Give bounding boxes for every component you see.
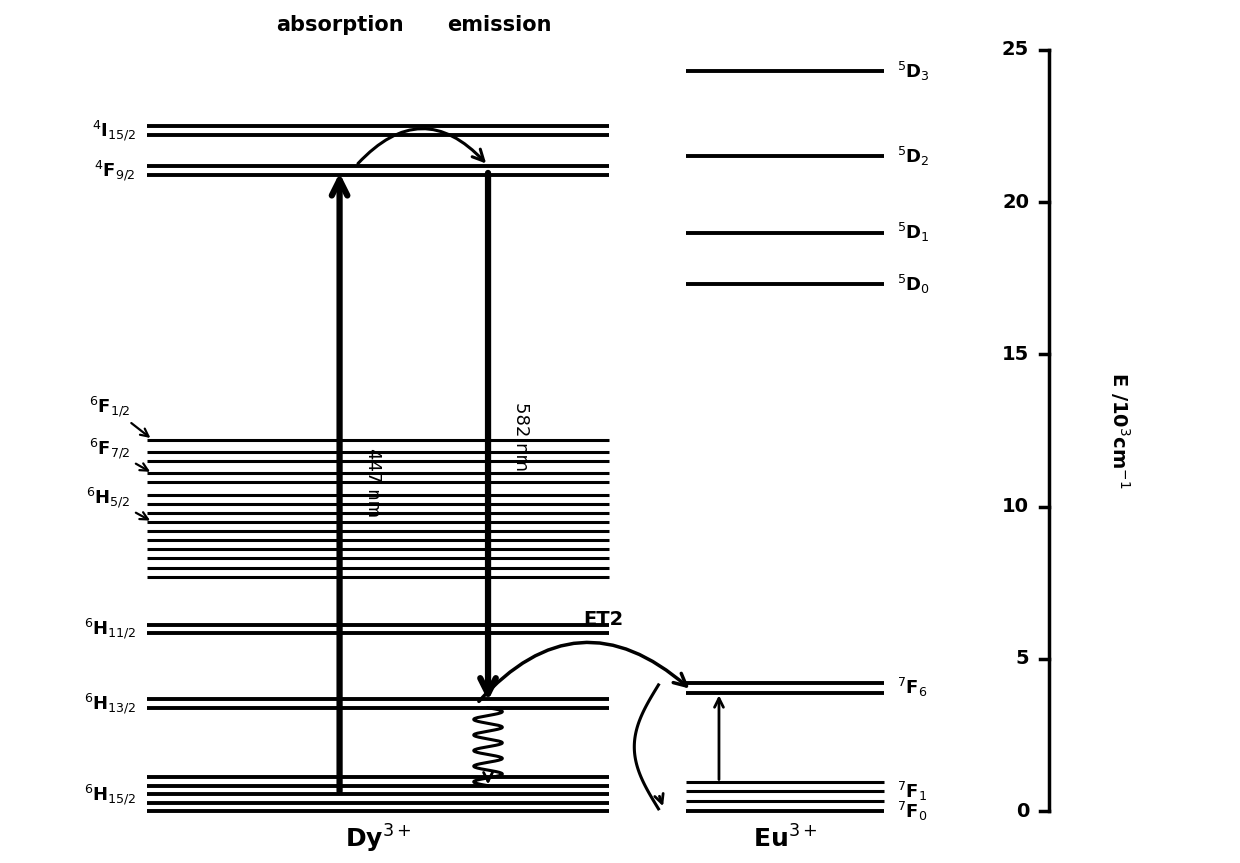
Text: ET2: ET2 bbox=[584, 610, 624, 629]
Text: E /10$^3$cm$^{-1}$: E /10$^3$cm$^{-1}$ bbox=[1109, 372, 1132, 489]
Text: Dy$^{3+}$: Dy$^{3+}$ bbox=[345, 822, 412, 854]
Text: $^6$H$_{15/2}$: $^6$H$_{15/2}$ bbox=[83, 782, 136, 807]
Text: 447 nm: 447 nm bbox=[363, 448, 382, 517]
Text: $^5$D$_1$: $^5$D$_1$ bbox=[897, 221, 930, 244]
Text: 10: 10 bbox=[1002, 497, 1029, 516]
Text: 582 nm: 582 nm bbox=[512, 402, 531, 471]
Text: $^4$F$_{9/2}$: $^4$F$_{9/2}$ bbox=[94, 158, 136, 182]
Text: $^6$H$_{11/2}$: $^6$H$_{11/2}$ bbox=[83, 616, 136, 641]
Text: $^5$D$_2$: $^5$D$_2$ bbox=[897, 145, 930, 168]
Text: 15: 15 bbox=[1002, 345, 1029, 364]
Text: $^4$I$_{15/2}$: $^4$I$_{15/2}$ bbox=[92, 118, 136, 143]
Text: $^6$H$_{13/2}$: $^6$H$_{13/2}$ bbox=[83, 691, 136, 715]
Text: $^6$F$_{1/2}$: $^6$F$_{1/2}$ bbox=[89, 394, 149, 437]
Text: $^6$F$_{7/2}$: $^6$F$_{7/2}$ bbox=[89, 437, 148, 470]
Text: 0: 0 bbox=[1016, 802, 1029, 821]
Text: emission: emission bbox=[446, 15, 552, 35]
Text: Eu$^{3+}$: Eu$^{3+}$ bbox=[753, 825, 817, 853]
Text: absorption: absorption bbox=[275, 15, 403, 35]
Text: $^5$D$_3$: $^5$D$_3$ bbox=[897, 60, 930, 83]
Text: $^6$H$_{5/2}$: $^6$H$_{5/2}$ bbox=[86, 485, 148, 520]
Text: $^7$F$_1$: $^7$F$_1$ bbox=[897, 780, 928, 803]
Text: 5: 5 bbox=[1016, 650, 1029, 669]
Text: $^7$F$_6$: $^7$F$_6$ bbox=[897, 677, 928, 700]
Text: $^7$F$_0$: $^7$F$_0$ bbox=[897, 800, 928, 822]
Text: 25: 25 bbox=[1002, 41, 1029, 60]
Text: 20: 20 bbox=[1002, 192, 1029, 211]
Text: $^5$D$_0$: $^5$D$_0$ bbox=[897, 273, 930, 296]
